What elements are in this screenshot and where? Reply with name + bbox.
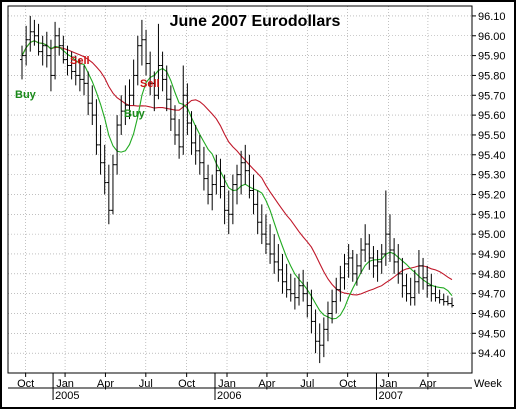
y-tick-label: 95.60 [478,110,506,122]
x-tick-label: Apr [419,378,436,390]
x-tick-label: Apr [97,378,114,390]
buy-signal-label: Buy [124,108,146,120]
y-tick-label: 94.50 [478,328,506,340]
price-bars [20,15,454,364]
x-tick-label: Jul [300,378,314,390]
x-year-label: 2005 [55,390,79,402]
y-tick-label: 95.90 [478,51,506,63]
y-tick-label: 94.60 [478,308,506,320]
long-moving-average-line [21,40,453,296]
x-year-label: 2007 [378,390,402,402]
x-year-label: 2006 [217,390,241,402]
chart-title: June 2007 Eurodollars [170,13,341,30]
period-label: Week [474,378,502,390]
y-tick-label: 96.10 [478,11,506,23]
y-tick-label: 95.40 [478,150,506,162]
y-tick-label: 95.70 [478,90,506,102]
x-tick-label: Jan [56,378,74,390]
x-tick-label: Jul [139,378,153,390]
buy-signal-label: Buy [15,89,37,101]
signal-annotations: Buy Sell Buy Sell [15,55,160,120]
y-tick-label: 94.70 [478,289,506,301]
y-tick-label: 95.50 [478,130,506,142]
x-tick-label: Oct [17,378,34,390]
y-tick-label: 95.80 [478,70,506,82]
x-tick-label: Jan [380,378,398,390]
y-tick-label: 95.00 [478,229,506,241]
y-tick-label: 95.10 [478,209,506,221]
x-tick-label: Oct [339,378,356,390]
y-tick-label: 94.40 [478,348,506,360]
sell-signal-label: Sell [140,78,160,90]
y-tick-label: 96.00 [478,31,506,43]
sell-signal-label: Sell [70,55,90,67]
x-axis: Oct Jan Apr Jul Oct Jan Apr Jul Oct Jan Apr 2005 200… [8,373,472,402]
y-tick-label: 95.20 [478,189,506,201]
y-tick-label: 95.30 [478,170,506,182]
grid-lines [8,6,472,373]
x-tick-label: Oct [178,378,195,390]
plot-area [7,5,473,374]
x-tick-label: Apr [258,378,275,390]
y-tick-label: 94.90 [478,249,506,261]
y-tick-label: 94.80 [478,269,506,281]
x-tick-label: Jan [218,378,236,390]
y-axis: 96.10 96.00 95.90 95.80 95.70 95.60 95.50 95.40… [472,11,506,360]
